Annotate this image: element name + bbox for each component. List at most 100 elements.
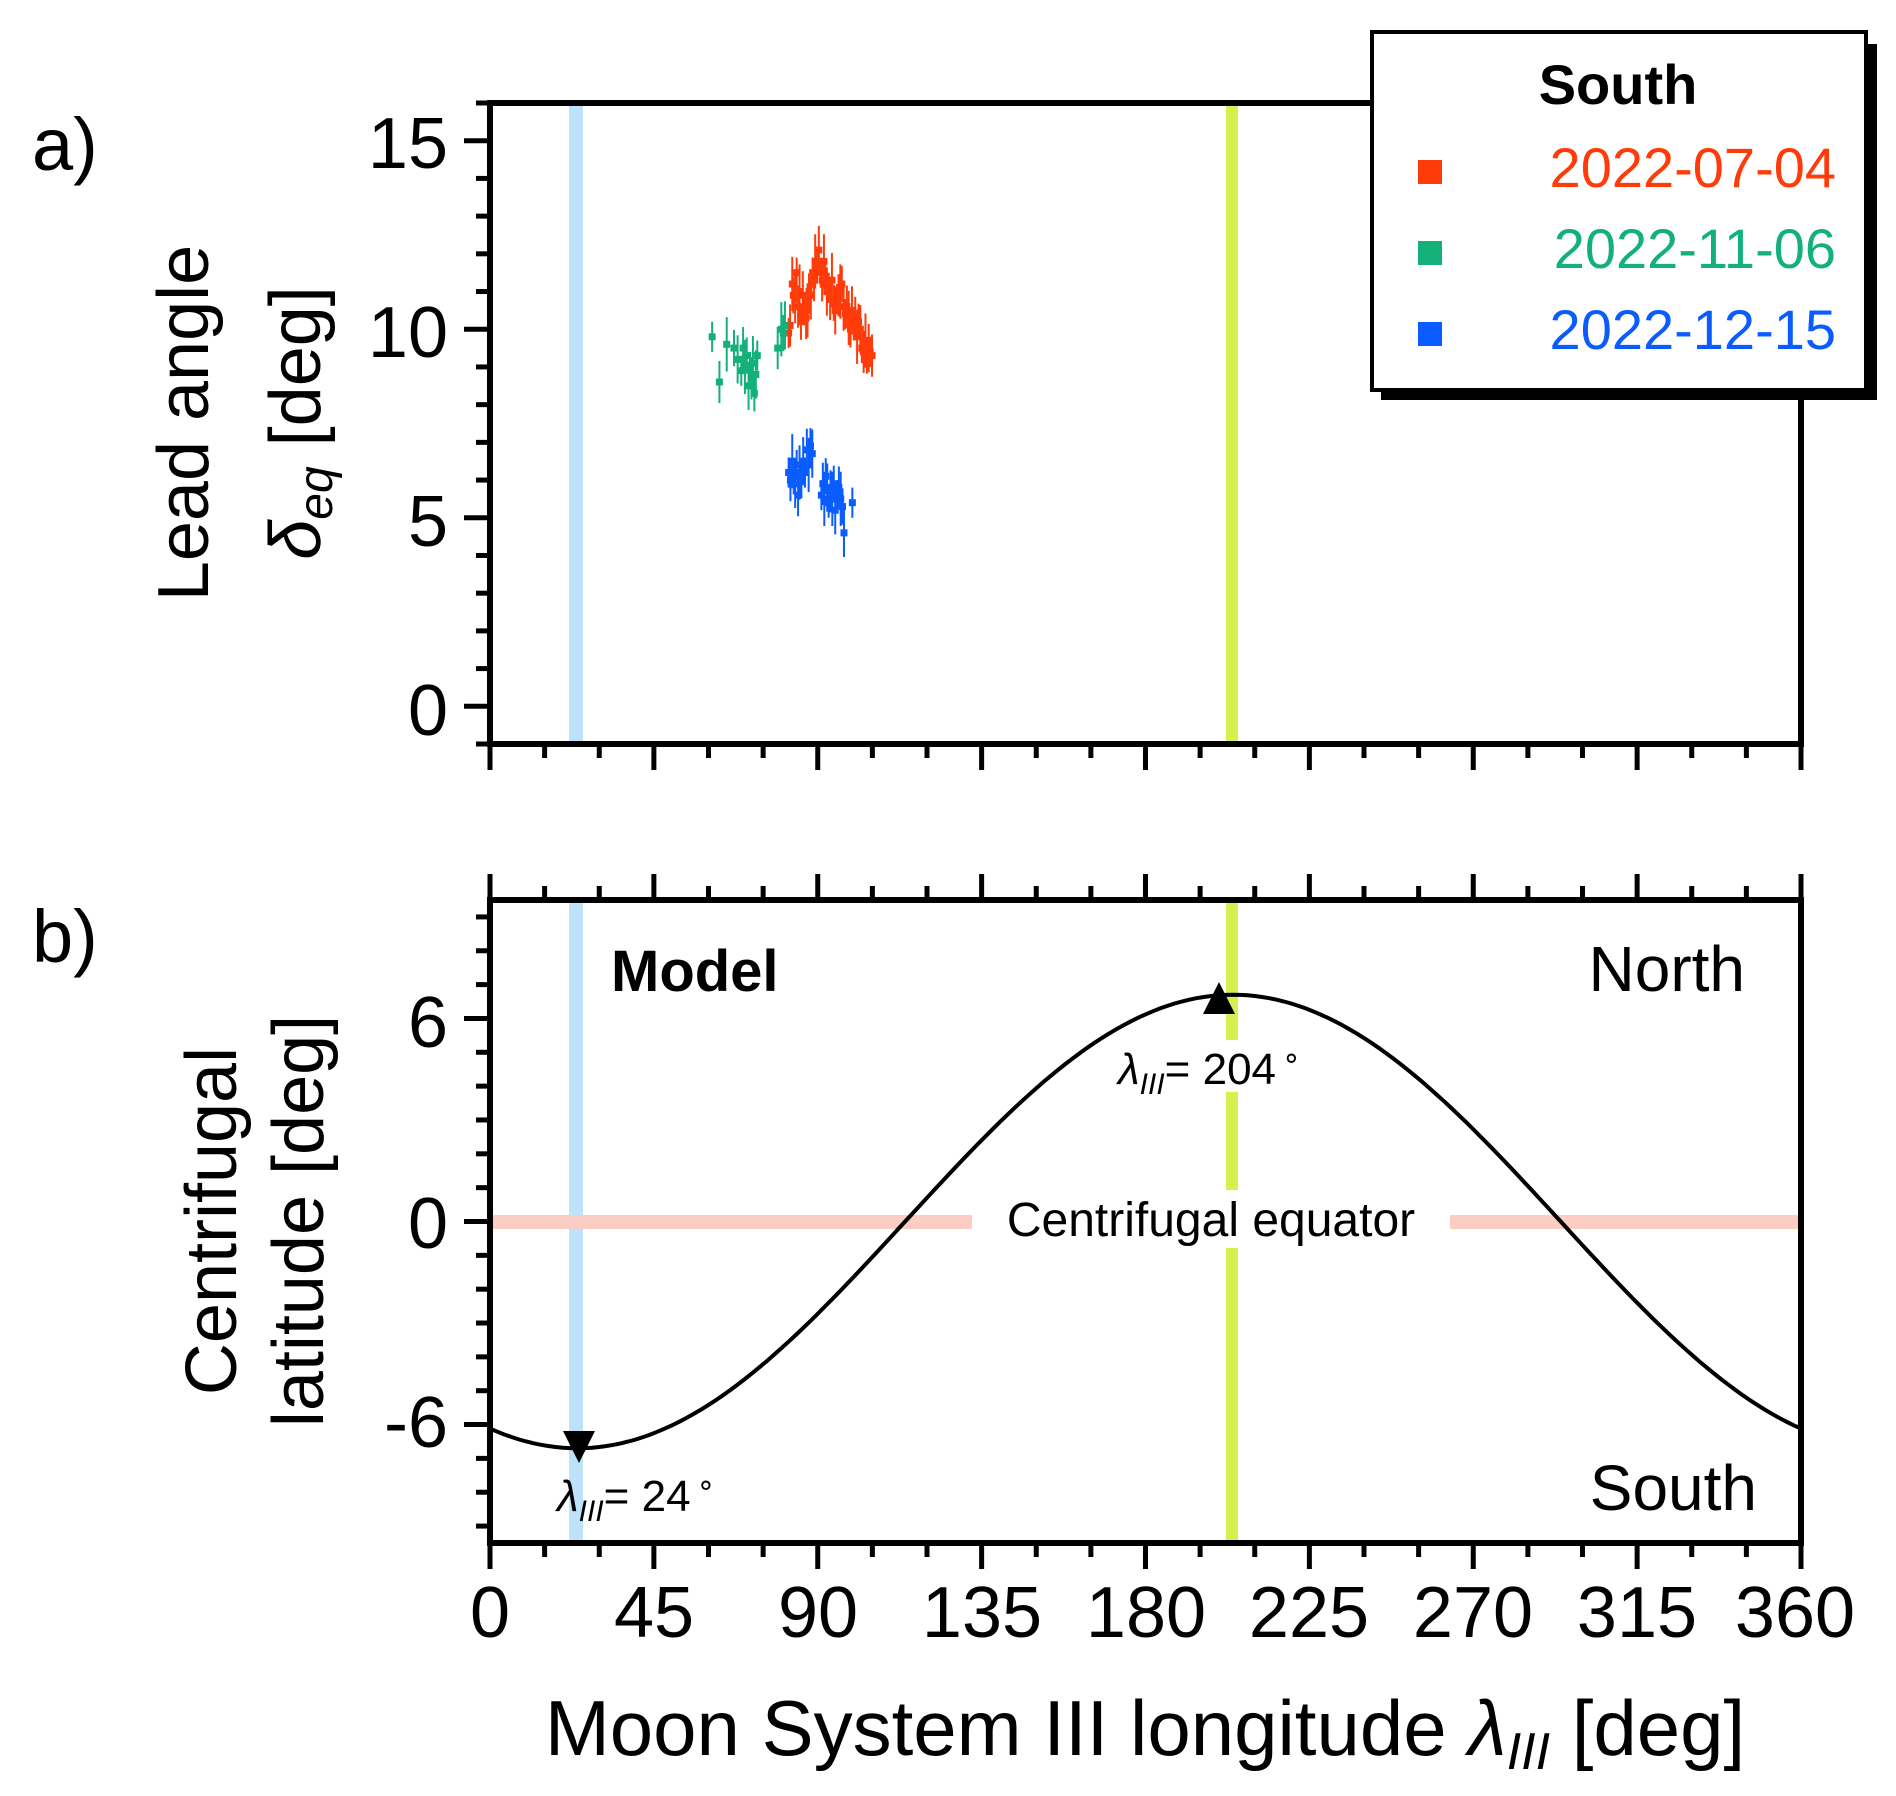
model-label: Model [611,939,779,1004]
data-point [831,506,839,514]
data-point [858,344,866,352]
data-point [818,276,826,284]
x-axis-label-sub: III [1507,1723,1550,1781]
panel-b-xtick-label: 315 [1577,1573,1697,1653]
data-point [794,303,802,311]
data-point [833,491,841,499]
panel-b-ytick-labels: -6 0 6 [384,983,448,1463]
data-point [793,461,801,469]
max-label-symbol: λ [1116,1045,1140,1094]
data-point [861,337,869,345]
data-point [819,480,827,488]
panel-a-ytick-label: 15 [368,104,448,184]
panel-b-frame [487,897,1804,1546]
min-label-symbol: λ [555,1472,579,1521]
data-point [797,318,805,326]
data-point [779,329,787,337]
data-point [796,469,804,477]
data-point [826,295,834,303]
data-point [826,487,834,495]
data-point [822,472,830,480]
data-point [788,280,796,288]
data-point [785,329,793,337]
data-point [845,314,853,322]
data-point [848,306,856,314]
legend-marker-2022-07-04 [1418,160,1442,184]
south-label: South [1590,1452,1757,1524]
data-point [843,303,851,311]
data-point [835,291,843,299]
panel-b-ytick-label: 0 [408,1184,448,1264]
data-point [840,529,848,537]
data-point [838,280,846,288]
min-label-value: = 24 [604,1472,691,1521]
data-point [786,476,794,484]
data-point [863,352,871,360]
equator-label: Centrifugal equator [1007,1194,1415,1247]
max-label-sub: III [1140,1068,1165,1101]
panel-b-ylabel-line2: latitude [deg] [259,1015,339,1427]
panel-b-label: b) [32,895,98,978]
data-point [805,288,813,296]
data-point [868,352,876,360]
panel-b-xtick-labels: 0 45 90 135 180 225 270 315 360 [470,1573,1855,1653]
legend-entry-2022-12-15: 2022-12-15 [1550,298,1836,361]
panel-a: a) Lead angle δeq [deg] 0 5 10 15 South … [32,30,1877,770]
data-point [860,348,868,356]
panel-a-ylabel-unit: [deg] [256,286,336,466]
data-point [790,472,798,480]
panel-a-label: a) [32,103,98,186]
data-point [853,333,861,341]
panel-a-ytick-labels: 0 5 10 15 [368,104,448,751]
data-point [810,276,818,284]
panel-a-band-right [1226,103,1238,744]
min-label-sub: III [579,1495,604,1528]
x-axis-label-main: Moon System III longitude [545,1684,1468,1772]
data-point [807,291,815,299]
data-point [746,363,754,371]
data-point [823,484,831,492]
data-point [806,442,814,450]
data-point [830,480,838,488]
data-point [821,272,829,280]
data-point [830,299,838,307]
data-point [708,333,716,341]
data-point [774,344,782,352]
panel-a-ytick-label: 10 [368,293,448,373]
max-label-degree: ∘ [1282,1042,1301,1075]
min-label-degree: ∘ [697,1469,716,1502]
data-point [789,291,797,299]
data-point [796,288,804,296]
data-point [788,457,796,465]
panel-b-xtick-label: 135 [922,1573,1042,1653]
data-point [791,295,799,303]
legend-title: South [1539,53,1698,116]
panel-a-ylabel-line2: δeq [deg] [256,286,343,560]
data-point [786,321,794,329]
data-point [750,389,758,397]
panel-a-band-left [569,103,583,744]
max-label-value: = 204 [1165,1045,1276,1094]
data-point [865,344,873,352]
data-point [851,314,859,322]
panel-b-ytick-label: 6 [408,983,448,1063]
data-point [794,491,802,499]
data-point [781,321,789,329]
data-point [743,352,751,360]
data-point [847,325,855,333]
panel-b-xtick-label: 360 [1735,1573,1855,1653]
max-marker-label: λIII= 204 ∘ [1116,1042,1301,1101]
data-point [820,257,828,265]
data-point [803,446,811,454]
model-curve [489,992,1802,1451]
data-point [811,257,819,265]
data-point [741,363,749,371]
data-point [739,344,747,352]
data-point [866,348,874,356]
data-point [831,306,839,314]
legend-entry-2022-07-04: 2022-07-04 [1550,136,1836,199]
legend-box [1370,30,1868,392]
panel-a-ytick-label: 5 [408,482,448,562]
data-point [801,469,809,477]
